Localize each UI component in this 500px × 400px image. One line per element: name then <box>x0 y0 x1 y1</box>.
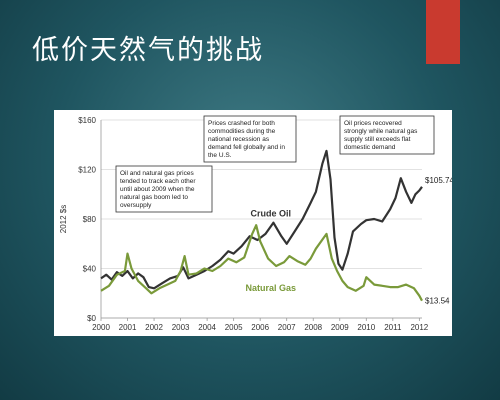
x-tick-label: 2004 <box>198 323 216 332</box>
y-tick-label: $160 <box>78 116 96 125</box>
chart-panel: $0 $40 $80 $120 $160 2000 2001 2002 2003 2004 2005… <box>54 110 452 336</box>
y-axis-label: 2012 $s <box>59 205 68 233</box>
annotation-text-1: Oil and natural gas prices tended to trac… <box>120 170 196 209</box>
x-tick-label: 2001 <box>119 323 137 332</box>
y-tick-label: $0 <box>87 314 96 323</box>
x-tick-label: 2003 <box>172 323 190 332</box>
y-tick-label: $120 <box>78 166 96 175</box>
x-tick-label: 2011 <box>384 323 402 332</box>
series-lines <box>100 149 423 302</box>
annotation-text-2: Prices crashed for both commodities durin… <box>208 120 285 159</box>
slide-title: 低价天然气的挑战 <box>32 35 264 66</box>
series-line-crude-oil <box>100 149 423 290</box>
series-labels: Crude Oil $105.74 Natural Gas $13.54 <box>246 176 452 306</box>
x-tick-label: 2000 <box>92 323 110 332</box>
x-tick-label: 2007 <box>278 323 296 332</box>
annotations: Oil and natural gas prices tended to trac… <box>115 115 435 213</box>
y-tick-label: $80 <box>83 215 97 224</box>
series-name-natural-gas: Natural Gas <box>246 283 297 293</box>
x-tick-label: 2002 <box>145 323 163 332</box>
x-tick-label: 2010 <box>357 323 375 332</box>
x-tick-label: 2005 <box>225 323 243 332</box>
end-value-crude-oil: $105.74 <box>425 176 452 185</box>
x-tick-label: 2008 <box>304 323 322 332</box>
x-tick-label: 2006 <box>251 323 269 332</box>
annotation-box-2 <box>203 115 297 163</box>
price-chart: $0 $40 $80 $120 $160 2000 2001 2002 2003 2004 2005… <box>59 115 452 332</box>
accent-bar <box>426 0 460 64</box>
y-tick-label: $40 <box>83 265 97 274</box>
annotation-text-3: Oil prices recovered strongly while natur… <box>344 120 418 151</box>
series-line-natural-gas <box>100 224 423 302</box>
x-tick-label: 2009 <box>331 323 349 332</box>
x-tick-label: 2012 <box>410 323 428 332</box>
annotation-box-3 <box>339 115 435 155</box>
axes: $0 $40 $80 $120 $160 2000 2001 2002 2003 2004 2005… <box>59 116 429 332</box>
end-value-natural-gas: $13.54 <box>425 297 450 306</box>
series-name-crude-oil: Crude Oil <box>251 209 292 219</box>
annotation-box-1 <box>115 165 213 213</box>
